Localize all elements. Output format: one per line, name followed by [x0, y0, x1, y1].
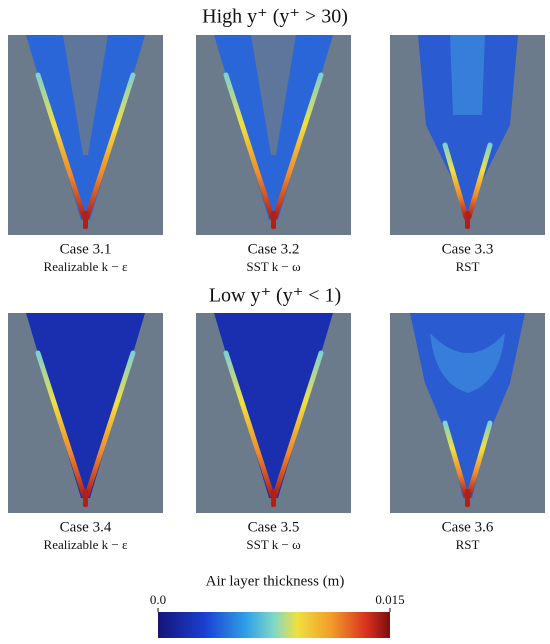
edge-left [442, 420, 469, 498]
case-label: Case 3.4 [60, 519, 112, 535]
tip [83, 211, 88, 229]
air-layer-detail [430, 333, 505, 393]
edge-left [223, 350, 275, 498]
air-layer [418, 35, 518, 220]
tip [465, 489, 470, 507]
panel [390, 313, 545, 513]
case-label: Case 3.5 [248, 519, 300, 535]
model-label: RST [456, 537, 480, 552]
edge-right [272, 350, 324, 498]
case-label: Case 3.3 [442, 241, 494, 257]
edge-right [84, 350, 136, 498]
case-label: Case 3.6 [442, 519, 494, 535]
colorbar-tick-label: 0.0 [150, 592, 166, 607]
edge-right [466, 142, 493, 220]
edge-left [35, 350, 87, 498]
colorbar-tick-label: 0.015 [375, 592, 404, 607]
panel [196, 35, 351, 235]
tip [465, 211, 470, 229]
panel [8, 35, 163, 235]
edge-left [35, 72, 87, 220]
model-label: SST k − ω [246, 537, 301, 552]
case-label: Case 3.1 [60, 241, 112, 257]
panel [8, 313, 163, 513]
air-layer-detail [450, 35, 485, 115]
tip [271, 211, 276, 229]
model-label: RST [456, 259, 480, 274]
air-layer [214, 313, 333, 498]
model-label: Realizable k − ε [44, 537, 128, 552]
air-layer-detail [251, 35, 296, 155]
edge-right [272, 72, 324, 220]
case-label: Case 3.2 [248, 241, 300, 257]
tip [83, 489, 88, 507]
colorbar [158, 612, 390, 638]
colorbar-label: Air layer thickness (m) [206, 573, 345, 589]
edge-left [442, 142, 469, 220]
model-label: SST k − ω [246, 259, 301, 274]
section-title: High y⁺ (y⁺ > 30) [202, 6, 348, 28]
air-layer [26, 313, 145, 498]
panel [196, 313, 351, 513]
edge-right [466, 420, 493, 498]
section-title: Low y⁺ (y⁺ < 1) [209, 285, 341, 307]
air-layer-detail [63, 35, 108, 155]
model-label: Realizable k − ε [44, 259, 128, 274]
panel [390, 35, 545, 235]
edge-right [84, 72, 136, 220]
tip [271, 489, 276, 507]
edge-left [223, 72, 275, 220]
